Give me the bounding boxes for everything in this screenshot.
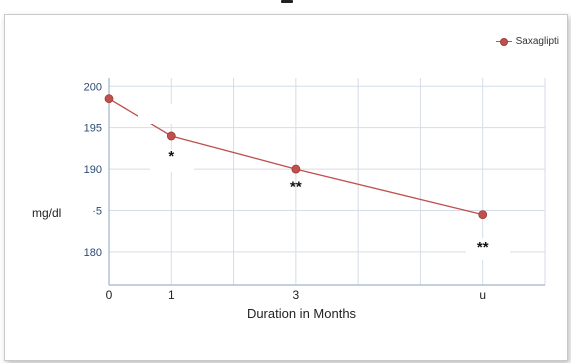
y-axis-label: mg/dl [32, 206, 62, 220]
data-point [291, 164, 301, 174]
top-edge-mark [281, 0, 293, 3]
x-tick-label: u [479, 288, 486, 302]
data-point [478, 210, 488, 220]
y-tick-label: 190 [84, 164, 102, 176]
legend-marker-icon [495, 37, 512, 47]
axes [108, 78, 545, 286]
y-tick-label: 195 [84, 123, 102, 135]
tick-labels: 200 195 190 ·5 180 0 1 3 u [84, 81, 486, 302]
x-axis-label-wrap: Duration in Months [0, 306, 571, 321]
significance-annotation: ** [477, 239, 489, 256]
x-tick-label: 0 [106, 288, 113, 302]
significance-annotation: ** [290, 178, 302, 195]
annotations: ***** [168, 148, 488, 256]
chart-card [4, 14, 568, 361]
significance-annotation: * [168, 148, 174, 165]
x-axis-label: Duration in Months [246, 306, 357, 321]
y-tick-label: ·5 [92, 205, 102, 217]
legend-label: Saxaglipti [515, 36, 559, 47]
line-gap-mask [138, 104, 174, 124]
label-bg [466, 238, 510, 260]
data-point [104, 94, 114, 104]
x-tick-label: 3 [293, 288, 300, 302]
x-tick-label: 1 [168, 288, 175, 302]
label-bg [150, 150, 194, 172]
legend: Saxaglipti [495, 36, 559, 47]
series-lines [108, 98, 510, 260]
y-tick-label: 180 [84, 247, 102, 259]
y-tick-label: 200 [84, 81, 102, 93]
data-point [166, 131, 176, 141]
data-points [104, 94, 488, 220]
